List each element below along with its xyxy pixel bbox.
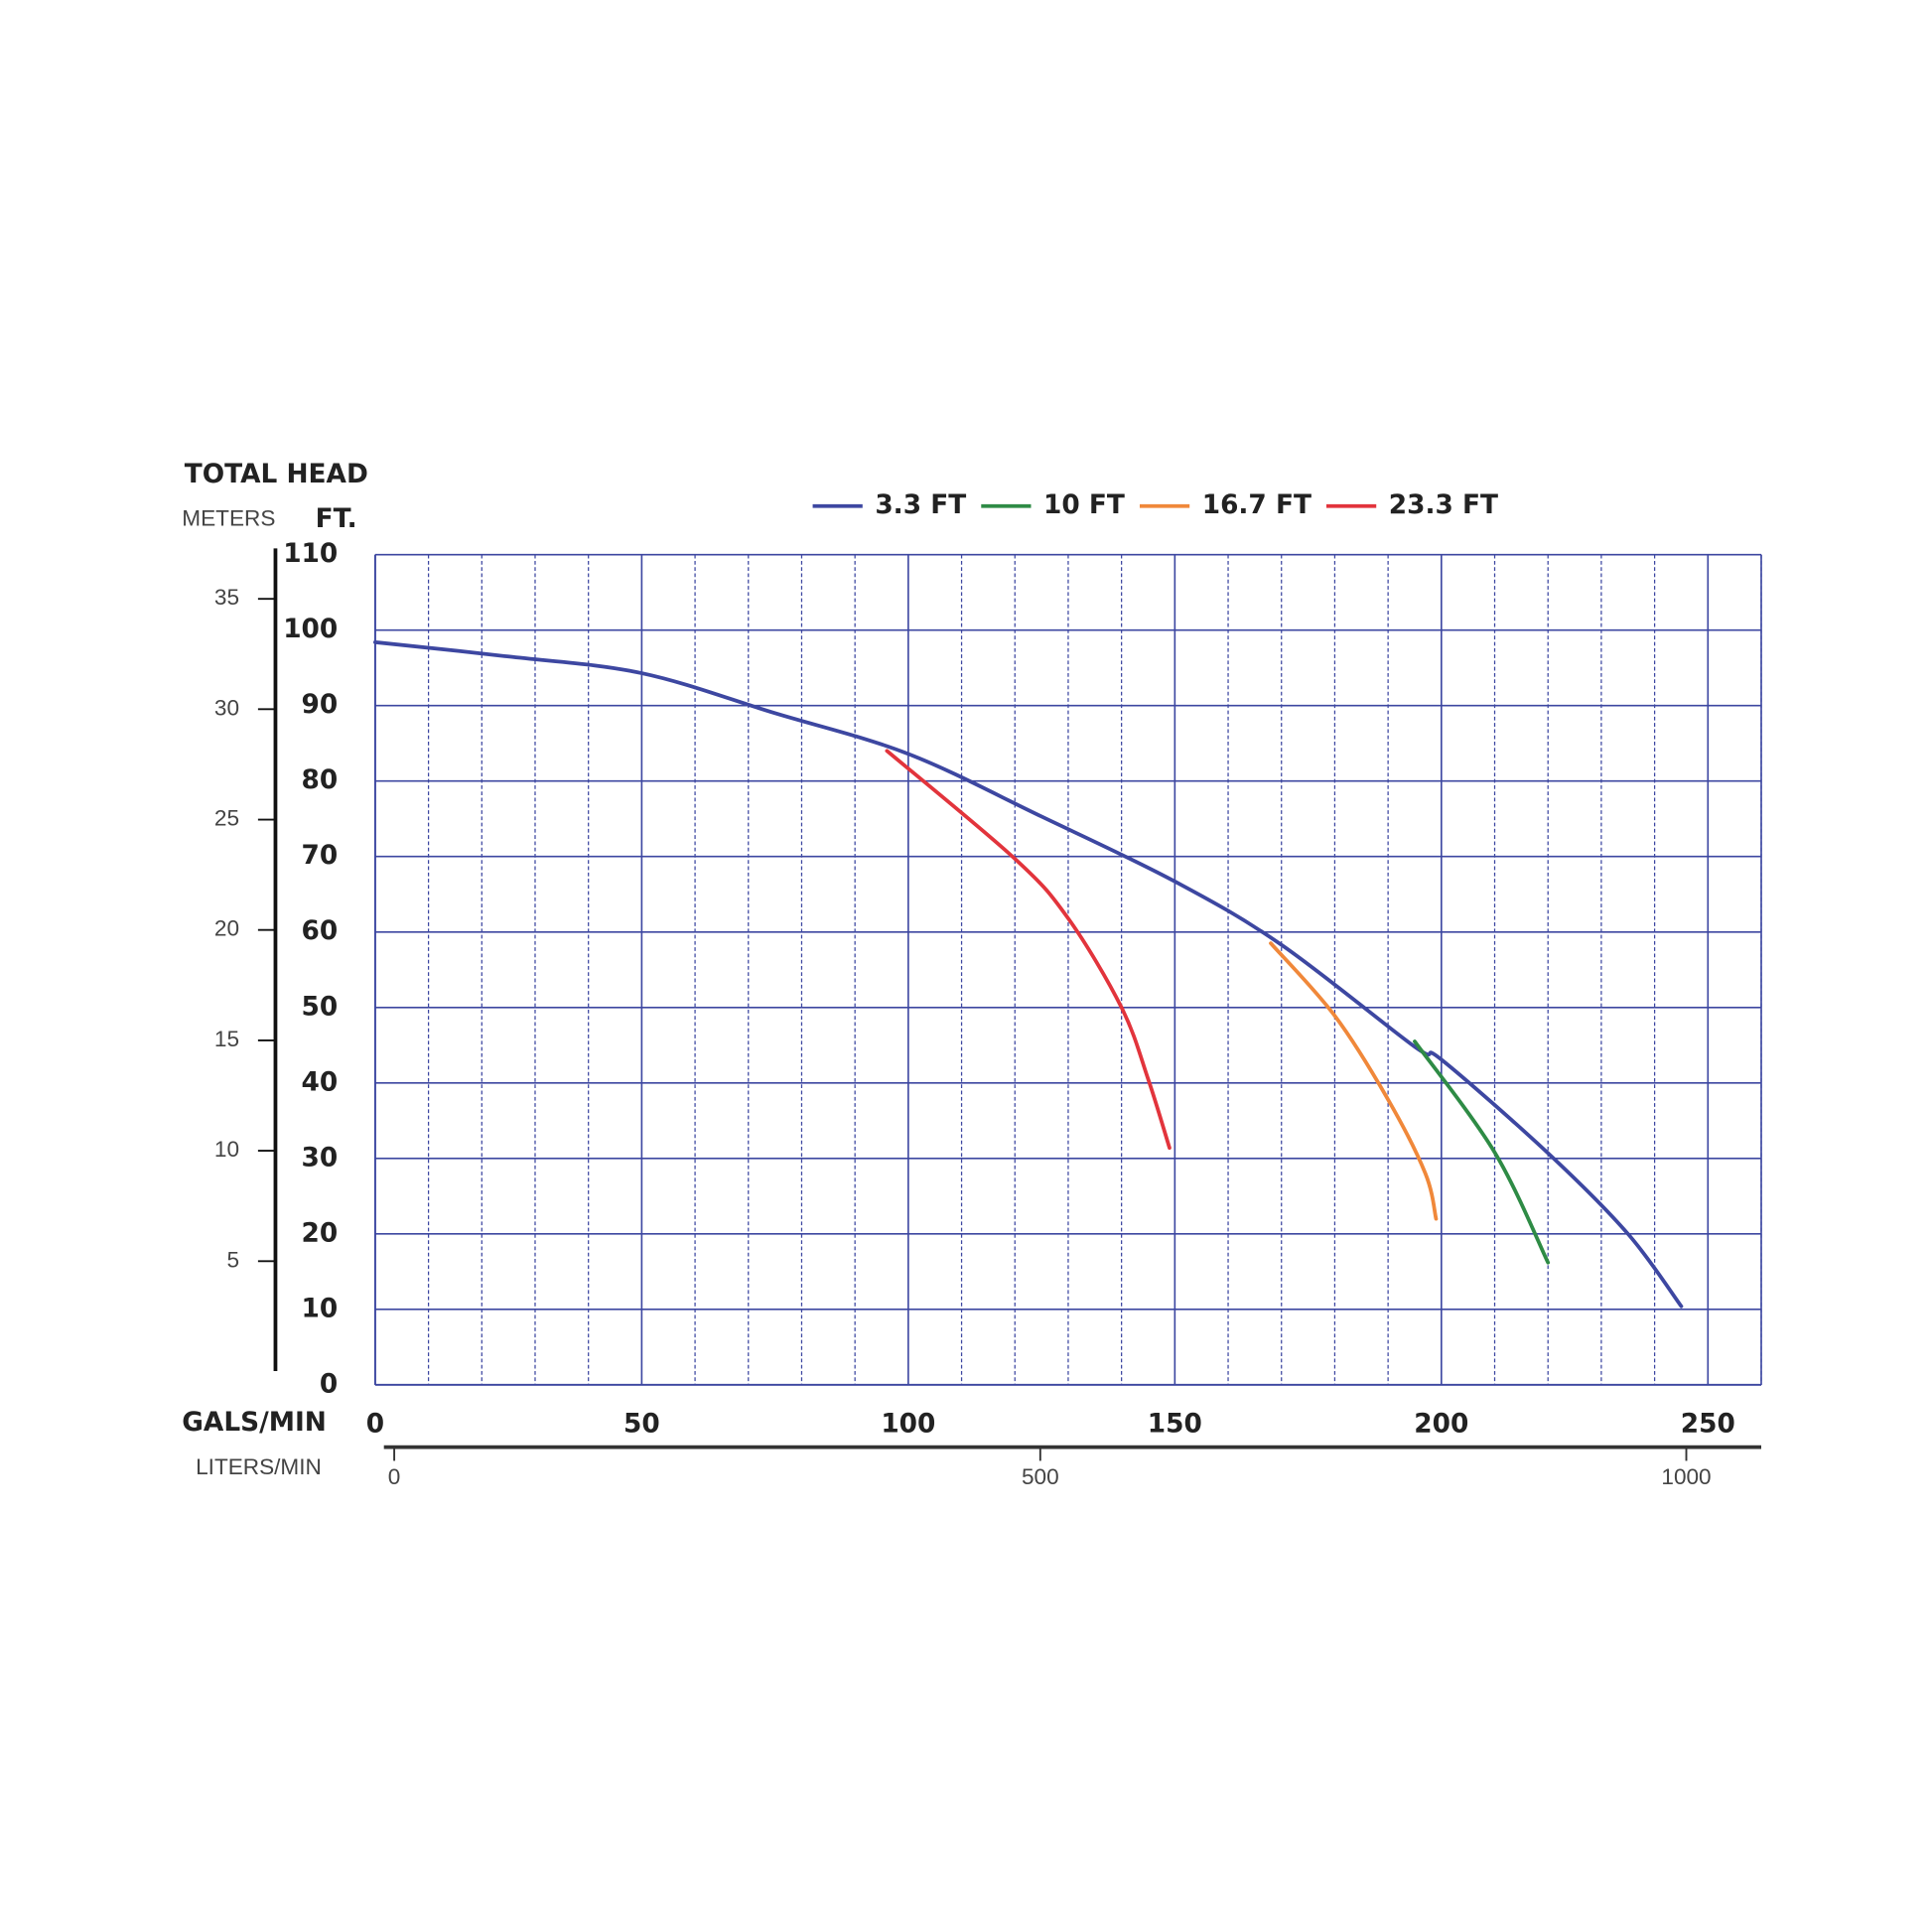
y2-tick-label: 30 xyxy=(214,695,239,720)
legend-label: 16.7 FT xyxy=(1202,490,1311,520)
chart-title: TOTAL HEAD xyxy=(185,460,368,489)
legend-label: 10 FT xyxy=(1043,490,1125,520)
x-tick-label: 100 xyxy=(881,1410,935,1440)
y2-tick-label: 15 xyxy=(214,1027,239,1051)
y-tick-label: 100 xyxy=(283,615,338,644)
x-tick-label: 250 xyxy=(1681,1410,1735,1440)
y-tick-label: 20 xyxy=(302,1218,339,1248)
y2-tick-label: 35 xyxy=(214,585,239,610)
y2-axis-label: METERS xyxy=(182,506,275,531)
y-tick-label: 30 xyxy=(302,1143,339,1173)
series-line xyxy=(373,639,1684,1309)
y-tick-label: 40 xyxy=(302,1067,339,1097)
y-tick-label: 80 xyxy=(302,765,339,795)
y-tick-label: 10 xyxy=(302,1294,339,1323)
x-tick-label: 50 xyxy=(623,1410,660,1440)
y2-tick-label: 25 xyxy=(214,806,239,831)
y-tick-label: 110 xyxy=(283,539,338,569)
y-tick-label: 70 xyxy=(302,841,339,871)
y-tick-label: 90 xyxy=(302,690,339,720)
series-line xyxy=(885,749,1172,1151)
series-line xyxy=(1269,941,1439,1221)
x-tick-label: 150 xyxy=(1148,1410,1202,1440)
y-tick-label: 50 xyxy=(302,992,339,1022)
y2-tick-label: 5 xyxy=(226,1247,239,1272)
x-tick-label: 200 xyxy=(1414,1410,1468,1440)
x-tick-label: 0 xyxy=(366,1410,384,1440)
series-line xyxy=(1413,1039,1551,1265)
y2-tick-label: 10 xyxy=(214,1137,239,1162)
legend-label: 3.3 FT xyxy=(875,490,966,520)
legend-label: 23.3 FT xyxy=(1389,490,1498,520)
y-tick-label: 0 xyxy=(320,1369,338,1399)
x2-tick-label: 500 xyxy=(1022,1464,1059,1489)
y-axis-label: FT. xyxy=(316,504,357,534)
x2-tick-label: 1000 xyxy=(1661,1464,1711,1489)
y-tick-label: 60 xyxy=(302,916,339,946)
x2-axis-label: LITERS/MIN xyxy=(196,1454,322,1479)
x-axis-label: GALS/MIN xyxy=(182,1408,327,1438)
x2-tick-label: 0 xyxy=(388,1464,401,1489)
y2-tick-label: 20 xyxy=(214,916,239,941)
